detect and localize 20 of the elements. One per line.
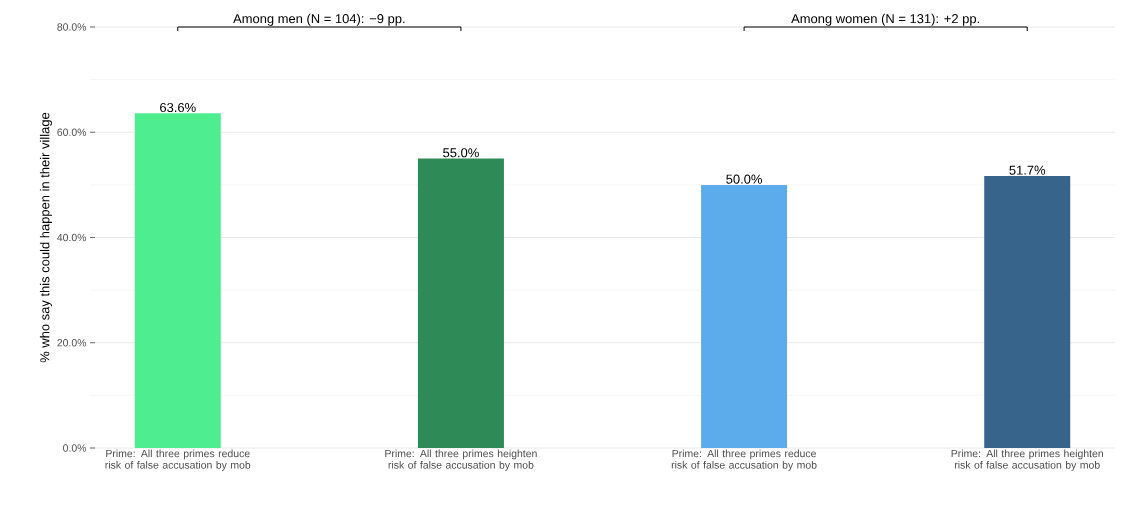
y-tick-label: 20.0% xyxy=(57,339,87,347)
text: Among men (N = 104): −9 pp. xyxy=(233,13,405,26)
x-tick-label: Prime: All three primes heighten risk of false accusation by mob xyxy=(385,449,537,471)
x-tick-label: Prime: All three primes reduce risk of false accusation by mob xyxy=(671,449,817,471)
bar xyxy=(701,184,788,448)
data-label: 55.0% xyxy=(443,148,479,158)
bar xyxy=(134,113,221,448)
text: Among women (N = 131): +2 pp. xyxy=(791,13,979,26)
data-label: 63.6% xyxy=(160,102,196,113)
y-tick-label: 40.0% xyxy=(57,233,87,242)
y-tick-label: 60.0% xyxy=(57,128,87,136)
data-label: 50.0% xyxy=(726,174,762,184)
x-tick-label: Prime: All three primes heighten risk of false accusation by mob xyxy=(951,449,1103,471)
y-tick-label: 0.0% xyxy=(63,444,87,452)
x-tick-label: Prime: All three primes reduce risk of false accusation by mob xyxy=(105,449,251,471)
bar xyxy=(417,158,504,448)
data-label: 51.7% xyxy=(1009,165,1046,175)
y-tick-label: 80.0% xyxy=(57,23,87,31)
bar xyxy=(984,175,1071,448)
y-axis-title: % who say this could happen in their village xyxy=(39,112,52,363)
